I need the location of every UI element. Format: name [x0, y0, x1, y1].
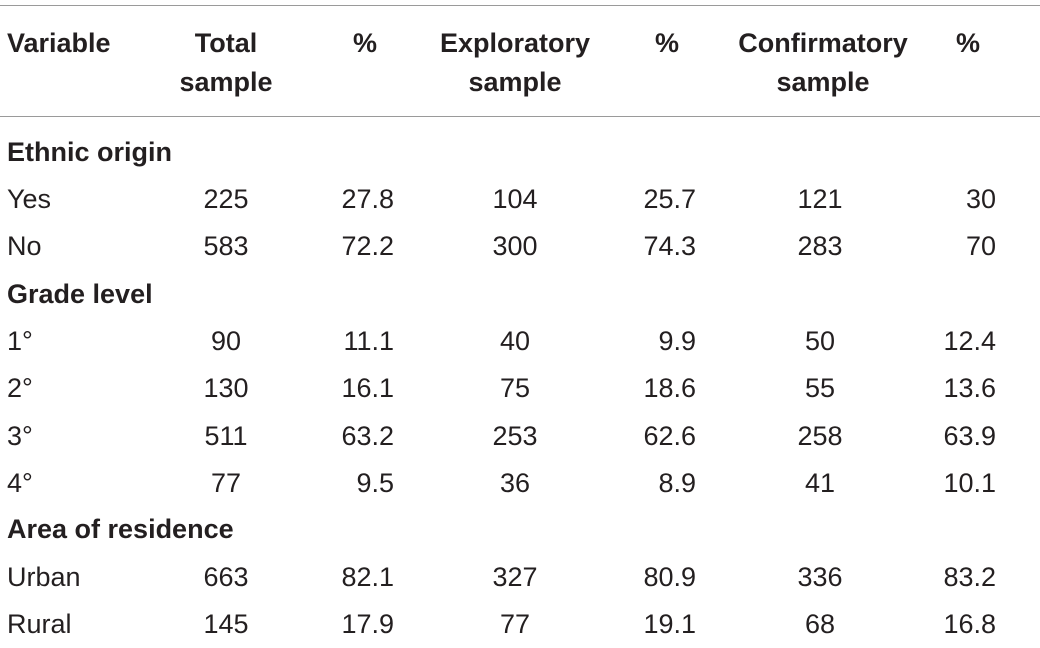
confirmatory-pct-value: 83.2	[943, 562, 996, 592]
exploratory-pct-value: 80.9	[643, 562, 696, 592]
exploratory-sample-value: 40	[499, 326, 531, 356]
exploratory-sample-value: 75	[499, 373, 531, 403]
exploratory-sample-value: 300	[492, 231, 538, 261]
header-exploratory-line2: sample	[468, 67, 562, 97]
exploratory-pct-value: 9.9	[658, 326, 696, 356]
table-row: Rural 145 17.9 77 19.1 68 16.8	[0, 601, 1040, 648]
header-pct-total: %	[352, 28, 377, 58]
row-label: No	[7, 231, 42, 261]
table-row: 3° 511 63.2 253 62.6 258 63.9	[0, 413, 1040, 460]
header-exploratory-line1: Exploratory	[439, 28, 591, 58]
table-row: No 583 72.2 300 74.3 283 70	[0, 223, 1040, 270]
exploratory-pct-value: 62.6	[643, 421, 696, 451]
table-row: Yes 225 27.8 104 25.7 121 30	[0, 176, 1040, 223]
confirmatory-pct-value: 70	[965, 231, 996, 261]
total-pct-value: 72.2	[341, 231, 394, 261]
confirmatory-sample-value: 121	[797, 184, 843, 214]
table-row: 1° 90 11.1 40 9.9 50 12.4	[0, 318, 1040, 365]
table-row: Urban 663 82.1 327 80.9 336 83.2	[0, 554, 1040, 601]
total-pct-value: 82.1	[341, 562, 394, 592]
confirmatory-sample-value: 55	[804, 373, 836, 403]
header-pct-exploratory: %	[654, 28, 679, 58]
row-label: Yes	[7, 184, 52, 214]
exploratory-pct-value: 18.6	[643, 373, 696, 403]
exploratory-pct-value: 74.3	[643, 231, 696, 261]
header-total-line2: sample	[179, 67, 273, 97]
header-bottom-rule	[0, 116, 1040, 117]
exploratory-sample-value: 77	[499, 609, 531, 639]
total-pct-value: 17.9	[341, 609, 394, 639]
total-sample-value: 145	[203, 609, 249, 639]
confirmatory-sample-value: 68	[804, 609, 836, 639]
table-row: 4° 77 9.5 36 8.9 41 10.1	[0, 460, 1040, 507]
total-sample-value: 583	[203, 231, 249, 261]
confirmatory-pct-value: 12.4	[943, 326, 996, 356]
row-label: 4°	[7, 468, 33, 498]
total-pct-value: 9.5	[356, 468, 394, 498]
header-confirmatory-line1: Confirmatory	[738, 28, 908, 58]
total-sample-value: 225	[203, 184, 249, 214]
confirmatory-pct-value: 63.9	[943, 421, 996, 451]
section-title-area-of-residence: Area of residence	[7, 514, 234, 544]
header-confirmatory-line2: sample	[776, 67, 870, 97]
total-sample-value: 663	[203, 562, 249, 592]
row-label: 1°	[7, 326, 33, 356]
table-top-rule	[0, 5, 1040, 6]
confirmatory-pct-value: 10.1	[943, 468, 996, 498]
header-variable: Variable	[7, 28, 111, 58]
exploratory-pct-value: 19.1	[643, 609, 696, 639]
table-row: 2° 130 16.1 75 18.6 55 13.6	[0, 365, 1040, 412]
exploratory-sample-value: 104	[492, 184, 538, 214]
exploratory-sample-value: 327	[492, 562, 538, 592]
confirmatory-pct-value: 13.6	[943, 373, 996, 403]
confirmatory-sample-value: 336	[797, 562, 843, 592]
confirmatory-pct-value: 16.8	[943, 609, 996, 639]
header-pct-confirmatory: %	[955, 28, 980, 58]
total-pct-value: 27.8	[341, 184, 394, 214]
header-total-sample: Total sample	[156, 24, 296, 102]
total-sample-value: 90	[210, 326, 242, 356]
exploratory-sample-value: 253	[492, 421, 538, 451]
exploratory-pct-value: 25.7	[643, 184, 696, 214]
total-sample-value: 77	[210, 468, 242, 498]
confirmatory-sample-value: 41	[804, 468, 836, 498]
total-sample-value: 511	[204, 421, 248, 451]
total-sample-value: 130	[203, 373, 249, 403]
total-pct-value: 16.1	[341, 373, 394, 403]
confirmatory-sample-value: 258	[797, 421, 843, 451]
total-pct-value: 11.1	[343, 326, 394, 356]
row-label: 3°	[7, 421, 33, 451]
confirmatory-sample-value: 50	[804, 326, 836, 356]
section-title-ethnic-origin: Ethnic origin	[7, 137, 172, 167]
header-total-line1: Total	[194, 28, 258, 58]
confirmatory-pct-value: 30	[965, 184, 996, 214]
row-label: Rural	[7, 609, 72, 639]
exploratory-pct-value: 8.9	[658, 468, 696, 498]
confirmatory-sample-value: 283	[797, 231, 843, 261]
header-confirmatory-sample: Confirmatory sample	[728, 24, 918, 102]
total-pct-value: 63.2	[341, 421, 394, 451]
exploratory-sample-value: 36	[499, 468, 531, 498]
row-label: 2°	[7, 373, 33, 403]
section-title-grade-level: Grade level	[7, 279, 153, 309]
row-label: Urban	[7, 562, 81, 592]
header-exploratory-sample: Exploratory sample	[430, 24, 600, 102]
